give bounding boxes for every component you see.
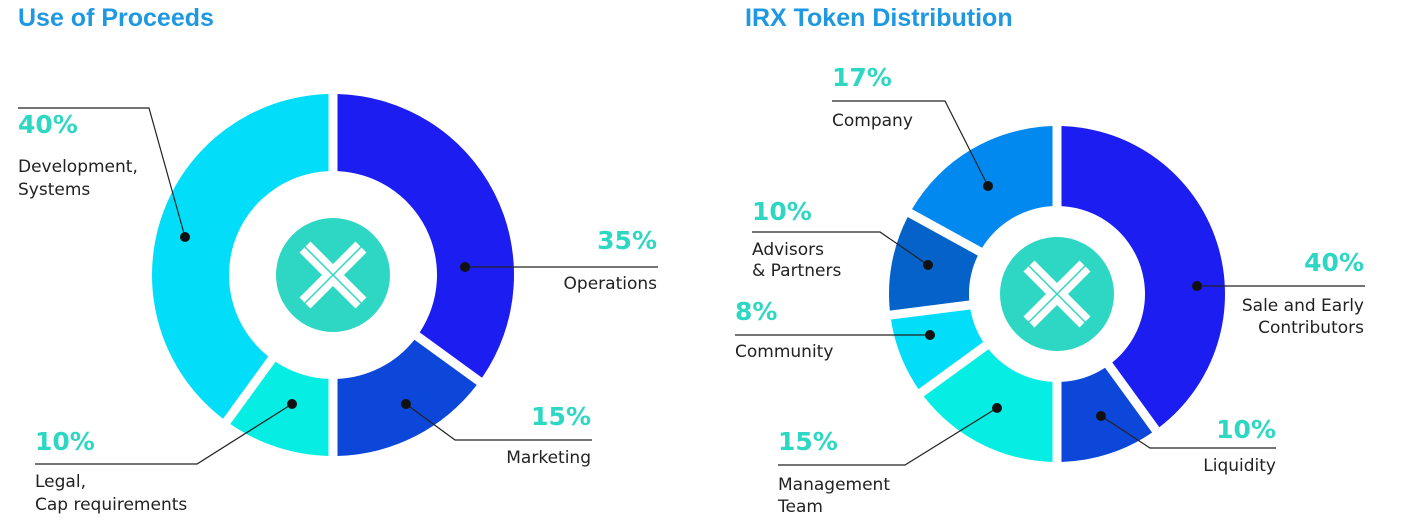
slice-2-4	[890, 309, 984, 390]
x-logo-icon	[276, 218, 390, 332]
chart-title-use-of-proceeds: Use of Proceeds	[18, 4, 214, 32]
category-label-1-1-line-1: Operations	[564, 274, 658, 294]
slice-1-3	[230, 361, 329, 456]
leader-dot-1-3	[287, 399, 297, 409]
percent-label-1-4: 40%	[18, 110, 78, 139]
slice-2-6	[912, 126, 1053, 248]
slice-1-4	[152, 94, 329, 419]
slice-1-2	[337, 339, 477, 456]
percent-label-2-2: 10%	[1216, 415, 1276, 444]
category-label-2-6-line-1: Company	[832, 111, 913, 131]
category-label-2-3-line-2: Team	[777, 497, 823, 517]
leader-line-1-3	[35, 403, 293, 465]
percent-label-1-1: 35%	[597, 226, 657, 255]
leader-line-2-2	[1100, 415, 1276, 449]
leader-dot-1-1	[460, 262, 470, 272]
category-label-1-3-line-2: Cap requirements	[35, 495, 187, 515]
slice-2-3	[923, 349, 1053, 462]
percent-label-2-1: 40%	[1304, 248, 1364, 277]
percent-label-2-4: 8%	[735, 297, 777, 326]
chart-title-irx-token-distribution: IRX Token Distribution	[745, 4, 1013, 32]
category-label-2-5-line-1: Advisors	[752, 240, 824, 260]
category-label-2-5-line-2: & Partners	[752, 261, 841, 281]
percent-label-2-6: 17%	[832, 63, 892, 92]
slice-2-5	[889, 217, 978, 311]
percent-label-1-3: 10%	[35, 427, 95, 456]
percent-label-1-2: 15%	[531, 402, 591, 431]
category-label-2-4-line-1: Community	[735, 342, 833, 362]
leader-dot-2-4	[925, 330, 935, 340]
percent-label-2-5: 10%	[752, 197, 812, 226]
leader-line-1-4	[18, 107, 186, 238]
slice-2-2	[1061, 367, 1153, 462]
leader-dot-1-2	[401, 399, 411, 409]
x-logo-icon	[1000, 237, 1114, 351]
slice-2-1	[1061, 126, 1226, 428]
leader-dot-2-3	[992, 403, 1002, 413]
percent-label-2-3: 15%	[778, 427, 838, 456]
slice-1-1	[337, 94, 514, 378]
category-label-2-1-line-2: Contributors	[1258, 318, 1364, 338]
leader-line-2-6	[832, 100, 989, 187]
leader-dot-1-4	[180, 232, 190, 242]
category-label-2-2-line-1: Liquidity	[1203, 456, 1276, 476]
category-label-2-3-line-1: Management	[778, 475, 890, 495]
leader-line-2-3	[778, 407, 998, 466]
category-label-1-3-line-1: Legal,	[35, 472, 86, 492]
leader-dot-2-5	[923, 260, 933, 270]
leader-dot-2-2	[1096, 411, 1106, 421]
leader-line-2-5	[752, 231, 929, 266]
category-label-1-2-line-1: Marketing	[506, 448, 591, 468]
category-label-2-1-line-1: Sale and Early	[1242, 296, 1364, 316]
donut-chart-1: 35% Operations 15% Marketing 10% Legal, Cap re…	[18, 94, 658, 515]
category-label-1-4-line-1: Development,	[18, 157, 138, 177]
category-label-1-4-line-2: Systems	[18, 180, 90, 200]
leader-dot-2-6	[983, 181, 993, 191]
leader-dot-2-1	[1192, 281, 1202, 291]
leader-line-1-2	[405, 403, 592, 441]
